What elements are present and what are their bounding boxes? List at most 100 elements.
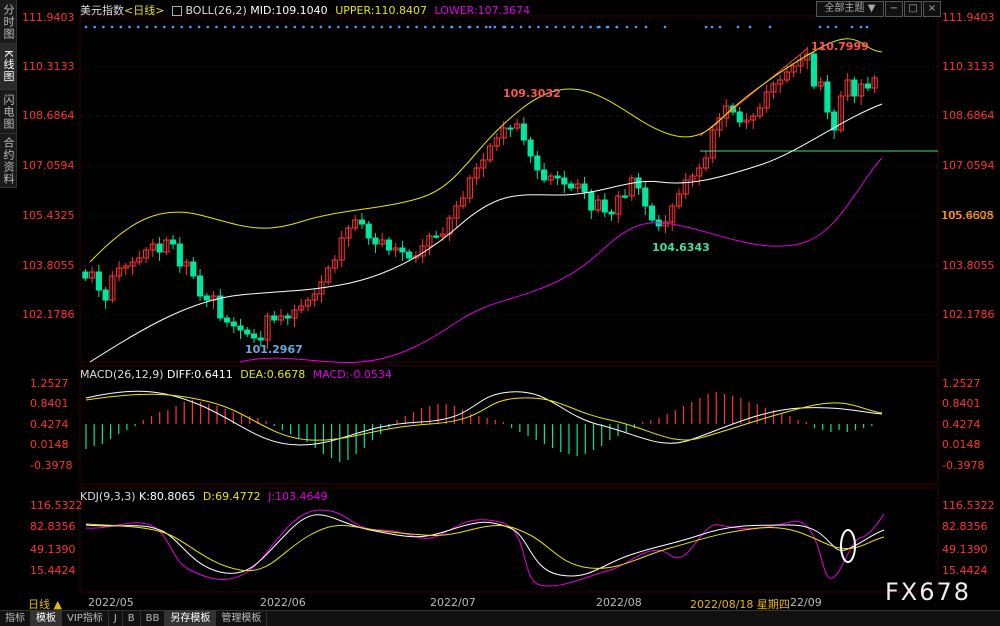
candle-body bbox=[648, 205, 656, 221]
candle-body bbox=[864, 83, 871, 89]
kdj-axis-label-left: 116.5322 bbox=[30, 499, 83, 512]
candle-body bbox=[601, 199, 608, 213]
side-tab-flash[interactable]: 闪电图 bbox=[0, 90, 17, 134]
period-toggle-button[interactable]: 日线 ▲ bbox=[28, 598, 62, 611]
signal-dot bbox=[102, 25, 105, 29]
side-tab-timeshare[interactable]: 分时图 bbox=[0, 0, 17, 44]
tab-manage-template[interactable]: 管理模板 bbox=[216, 611, 268, 626]
candle-body bbox=[689, 175, 696, 181]
signal-dot bbox=[580, 25, 584, 29]
kdj-d: D:69.4772 bbox=[202, 490, 261, 503]
panel-border bbox=[79, 487, 939, 593]
theme-dropdown[interactable]: 全部主题 ▼ bbox=[816, 1, 884, 17]
tab-b[interactable]: B bbox=[123, 611, 141, 626]
signal-dot bbox=[389, 25, 392, 29]
macd-axis-label-left: 0.8401 bbox=[30, 397, 69, 410]
macd-axis-label-right: 0.4274 bbox=[942, 418, 981, 431]
signal-dot bbox=[850, 25, 854, 29]
minus-icon: − bbox=[889, 3, 899, 14]
price-axis-label-right: 103.8055 bbox=[942, 259, 995, 272]
time-label: 2022/06 bbox=[260, 596, 306, 609]
candle-body bbox=[716, 117, 723, 131]
candle-body bbox=[790, 65, 797, 73]
bottom-toolbar: 指标 模板 VIP指标 J B BB 另存模板 管理模板 bbox=[0, 610, 1000, 626]
side-tab-kline[interactable]: K线图 bbox=[0, 44, 17, 90]
signal-dot bbox=[450, 25, 454, 29]
signal-dot bbox=[554, 25, 558, 29]
boll-lower-line bbox=[239, 157, 883, 363]
signal-dot bbox=[484, 25, 488, 29]
candle-body bbox=[439, 233, 446, 237]
tab-j[interactable]: J bbox=[109, 611, 123, 626]
candle-body bbox=[190, 261, 197, 277]
signal-dot bbox=[710, 25, 714, 29]
price-axis-label-right: 111.9403 bbox=[942, 11, 995, 24]
candle-body bbox=[203, 295, 210, 301]
signal-dot bbox=[834, 25, 838, 29]
candle-body bbox=[271, 315, 278, 321]
tab-bb[interactable]: BB bbox=[141, 611, 166, 626]
signal-dot bbox=[528, 25, 531, 29]
signal-dot bbox=[337, 25, 340, 29]
candle-body bbox=[750, 115, 757, 121]
candle-body bbox=[102, 289, 109, 301]
annotation-high-2: 110.7999 bbox=[811, 40, 869, 53]
signal-dot bbox=[163, 25, 166, 29]
signal-dot bbox=[644, 25, 648, 29]
kdj-title: KDJ(9,3,3) bbox=[80, 490, 136, 503]
tab-vip-indicator[interactable]: VIP指标 bbox=[62, 611, 109, 626]
candle-body bbox=[709, 129, 716, 159]
tab-indicator[interactable]: 指标 bbox=[0, 611, 31, 626]
side-tab-label: 闪电图 bbox=[2, 93, 15, 130]
candle-body bbox=[541, 169, 548, 181]
candle-body bbox=[385, 239, 393, 251]
candle-body bbox=[473, 167, 480, 179]
candle-body bbox=[257, 337, 264, 341]
price-axis-label-left: 105.4325 bbox=[22, 209, 75, 222]
signal-dot bbox=[293, 25, 297, 29]
signal-dot bbox=[596, 25, 600, 29]
boll-checkbox-icon[interactable] bbox=[171, 6, 182, 16]
macd-axis-label-left: 0.4274 bbox=[30, 418, 69, 431]
candle-body bbox=[743, 119, 750, 123]
side-tab-label: 分时图 bbox=[2, 3, 15, 40]
signal-dot bbox=[476, 25, 479, 29]
candle-body bbox=[777, 79, 784, 85]
signal-dot bbox=[718, 25, 722, 29]
candle-body bbox=[331, 259, 339, 269]
signal-dot bbox=[110, 25, 114, 29]
kdj-k: K:80.8065 bbox=[139, 490, 196, 503]
signal-dot bbox=[154, 25, 157, 29]
signal-dot bbox=[818, 25, 822, 29]
price-axis-label-right: 105.4325 bbox=[942, 209, 995, 222]
candle-body bbox=[581, 183, 588, 193]
current-price-label: 105.6608 bbox=[941, 209, 994, 222]
side-tab-contract-info[interactable]: 合约资料 bbox=[0, 134, 17, 188]
candle-body bbox=[824, 81, 831, 113]
boll-name: BOLL(26,2) bbox=[185, 4, 247, 17]
minimize-button[interactable]: − bbox=[885, 1, 903, 17]
candle-body bbox=[460, 197, 467, 207]
boll-bands bbox=[89, 38, 883, 363]
candle-body bbox=[756, 107, 764, 117]
candle-body bbox=[116, 267, 123, 277]
price-axis-label-left: 111.9403 bbox=[22, 11, 75, 24]
tab-save-template[interactable]: 另存模板 bbox=[165, 611, 217, 626]
close-button[interactable]: × bbox=[923, 1, 941, 17]
price-axis-label-right: 110.3133 bbox=[942, 60, 995, 73]
maximize-button[interactable]: □ bbox=[904, 1, 922, 17]
signal-dot bbox=[768, 25, 772, 29]
signal-dot bbox=[493, 25, 497, 29]
kline-chart[interactable] bbox=[0, 0, 1000, 610]
macd-title: MACD(26,12,9) bbox=[80, 368, 164, 381]
tab-template[interactable]: 模板 bbox=[31, 611, 62, 626]
signal-dot bbox=[267, 25, 271, 29]
time-label: 2022/05 bbox=[88, 596, 134, 609]
signal-dot bbox=[206, 25, 210, 29]
signal-dot bbox=[284, 25, 288, 29]
candle-body bbox=[325, 267, 332, 283]
candle-body bbox=[615, 195, 622, 215]
candle-body bbox=[122, 265, 129, 269]
signal-dot bbox=[458, 25, 462, 29]
candle-body bbox=[129, 261, 136, 267]
